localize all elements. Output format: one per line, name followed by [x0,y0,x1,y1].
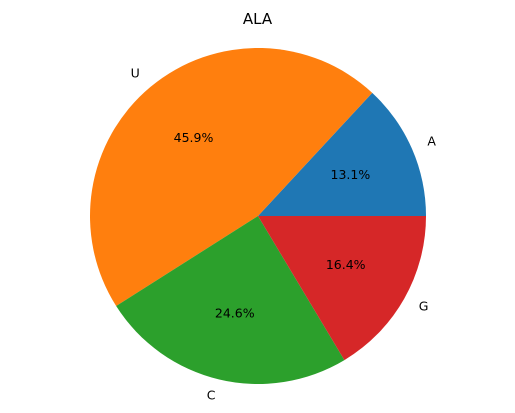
slice-label-u: U [131,65,140,80]
pct-label-c: 24.6% [215,306,255,321]
chart-title: ALA [243,10,273,28]
slice-label-c: C [207,387,216,402]
pct-label-u: 45.9% [174,130,214,145]
slice-label-g: G [419,299,429,314]
slice-label-a: A [427,134,436,149]
pie-slice-a [258,92,426,216]
pie-slice-g [258,216,426,361]
pie-slice-c [116,216,345,384]
pct-label-a: 13.1% [331,167,371,182]
pct-label-g: 16.4% [326,257,366,272]
pie-slices [90,48,426,384]
pie-slice-u [90,48,373,307]
pie-labels: A 13.1% U 45.9% C 24.6% G 16.4% [131,65,437,402]
